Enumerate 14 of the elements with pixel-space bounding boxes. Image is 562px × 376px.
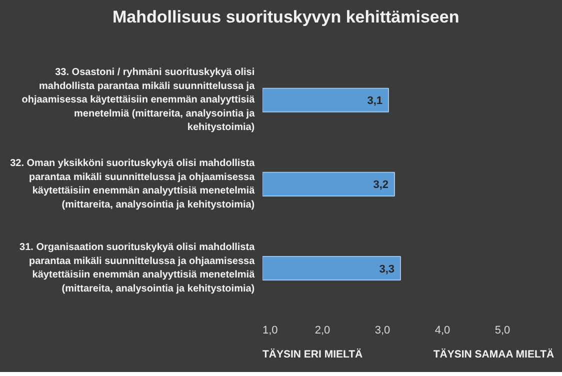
x-tick-label: 1,0	[262, 324, 278, 336]
y-tick-label: 32. Oman yksikköni suorituskykyä olisi mahdollista parantaa mikäli suunnittelussa ja ohjaamisessa käytettäisiin enemmän analyyttisiä menetelmiä (mittareita, analysointia ja kehitystoimia)	[10, 158, 256, 210]
x-tick-label: 3,0	[374, 324, 390, 336]
text: TÄYSIN SAMAA MIELTÄ	[433, 348, 555, 360]
y-tick-label: 31. Organisaation suorituskykyä olisi mahdollista parantaa mikäli suunnittelussa ja ohjaamisessa käytettäisiin enemmän analyyttisiä menetelmiä (mittareita, analysointia ja kehitystoimia)	[20, 242, 256, 294]
x-tick-label: 4,0	[434, 324, 450, 336]
data-label: 3,2	[373, 179, 389, 192]
text: TÄYSIN ERI MIELTÄ	[262, 348, 364, 360]
y-tick-label: 33. Osastoni / ryhmäni suorituskykyä olisi mahdollista parantaa mikäli suunnittelussa ja ohjaamisessa käytettäisiin enemmän analyyttisiä menetelmiä (mittareita, analysointia ja kehitystoimia)	[22, 67, 256, 134]
data-label: 3,1	[367, 95, 383, 108]
data-label: 3,3	[379, 263, 395, 276]
x-tick-label: 2,0	[314, 324, 330, 336]
x-tick-label: 5,0	[494, 324, 510, 336]
chart-title: Mahdollisuus suorituskyvyn kehittämiseen	[112, 8, 460, 26]
